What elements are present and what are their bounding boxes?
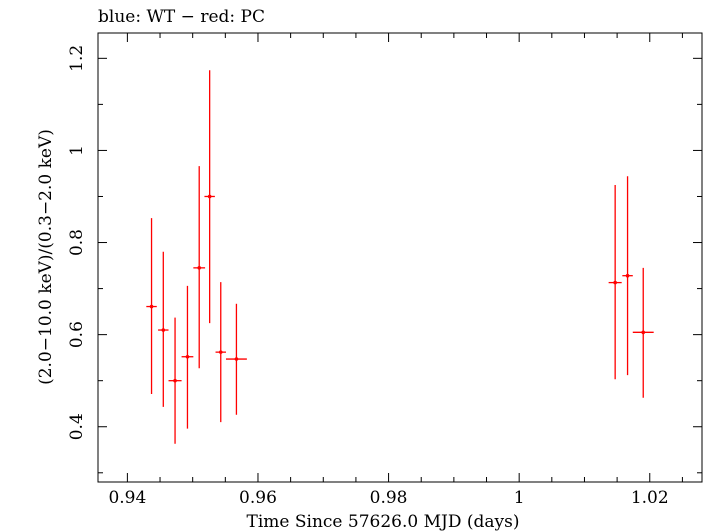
- y-tick-label: 1: [67, 145, 87, 156]
- data-point: [158, 251, 169, 407]
- data-point: [193, 166, 206, 369]
- x-axis-label: Time Since 57626.0 MJD (days): [247, 512, 520, 532]
- point-marker: [185, 354, 190, 359]
- chart-title: blue: WT − red: PC: [98, 7, 265, 27]
- x-tick-label: 1.02: [631, 488, 669, 508]
- data-point: [215, 282, 226, 423]
- point-marker: [197, 266, 202, 270]
- x-axis-ticks: 0.94 0.96 0.98 1 1.02: [108, 33, 683, 508]
- data-point: [204, 70, 215, 324]
- y-tick-label: 1.2: [67, 45, 87, 72]
- point-marker: [149, 304, 154, 309]
- point-marker: [218, 350, 223, 354]
- y-tick-label: 0.4: [67, 413, 87, 440]
- data-point: [622, 176, 633, 376]
- data-point: [632, 267, 654, 398]
- plot-frame: [97, 32, 703, 483]
- x-tick-label: 0.94: [108, 488, 146, 508]
- y-axis-ticks: 0.4 0.6 0.8 1 1.2: [67, 45, 702, 474]
- data-point: [168, 317, 182, 444]
- data-point: [181, 285, 194, 429]
- point-marker: [207, 194, 212, 199]
- data-points: [146, 70, 654, 444]
- point-marker: [613, 280, 617, 285]
- x-tick-label: 0.96: [239, 488, 277, 508]
- data-point: [146, 218, 157, 395]
- point-marker: [234, 357, 239, 361]
- data-point: [225, 303, 247, 415]
- x-tick-label: 1: [514, 488, 525, 508]
- x-tick-label: 0.98: [370, 488, 408, 508]
- y-tick-label: 0.6: [67, 321, 87, 348]
- point-marker: [161, 328, 166, 332]
- point-marker: [625, 273, 630, 278]
- data-point: [608, 184, 622, 380]
- point-marker: [641, 330, 646, 335]
- y-axis-label: (2.0−10.0 keV)/(0.3−2.0 keV): [36, 129, 56, 385]
- y-tick-label: 0.8: [67, 229, 87, 256]
- point-marker: [173, 378, 177, 383]
